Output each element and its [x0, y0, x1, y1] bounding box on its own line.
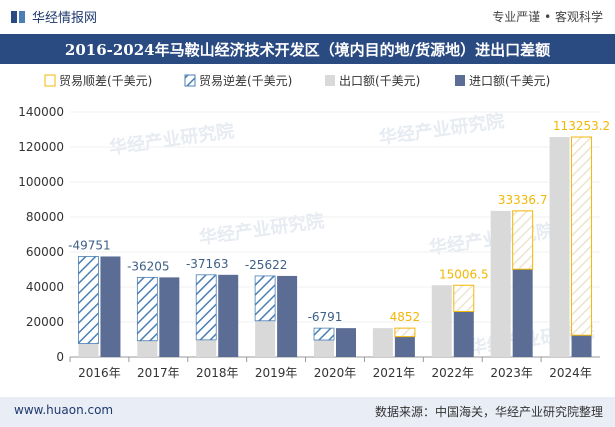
axes: 0 20000 40000 60000 80000 100000 120000 140000 2…	[18, 105, 600, 380]
export-bar	[255, 320, 276, 357]
x-tick-label: 2017年	[137, 366, 180, 380]
import-bar	[512, 269, 533, 357]
y-tick-label: 60000	[26, 245, 64, 259]
top-bar: 华经情报网 专业严谨 • 客观科学	[0, 0, 615, 34]
export-bar	[372, 328, 393, 357]
data-label: 15006.5	[439, 267, 489, 281]
deficit-bar	[195, 274, 217, 341]
import-bar	[218, 274, 239, 357]
legend-label: 出口额(千美元)	[339, 74, 420, 88]
x-tick-label: 2024年	[549, 366, 592, 380]
chart: 华经产业研究院华经产业研究院华经产业研究院华经产业研究院华经产业研究院 贸易顺差…	[18, 73, 610, 380]
y-tick-label: 80000	[26, 210, 64, 224]
data-label: -37163	[186, 257, 229, 271]
import-bar	[100, 256, 121, 357]
brand[interactable]: 华经情报网	[10, 7, 97, 26]
y-tick-label: 140000	[18, 105, 64, 119]
surplus-bar	[512, 210, 534, 270]
import-bar	[336, 328, 356, 357]
legend: 贸易顺差(千美元) 贸易逆差(千美元) 出口额(千美元) 进口额(千美元)	[44, 73, 550, 88]
footer: www.huaon.com 数据来源：中国海关，华经产业研究院整理	[0, 397, 615, 427]
data-label: -25622	[245, 258, 288, 272]
y-tick-label: 20000	[26, 315, 64, 329]
legend-swatch	[44, 74, 56, 87]
import-bar	[394, 336, 415, 357]
chart-title: 2016-2024年马鞍山经济技术开发区（境内目的地/货源地）进出口差额	[64, 41, 551, 59]
y-tick-label: 0	[56, 350, 64, 364]
deficit-bar	[78, 256, 99, 344]
data-label: 33336.7	[498, 193, 548, 207]
import-bar	[159, 277, 180, 357]
surplus-bar	[394, 327, 416, 338]
x-tick-label: 2022年	[432, 366, 475, 380]
data-label: 113253.2	[553, 119, 610, 133]
data-label: -36205	[127, 259, 170, 273]
brand-logo-icon	[11, 10, 25, 23]
watermark-text: 华经产业研究院	[378, 110, 506, 149]
x-tick-label: 2023年	[490, 366, 533, 380]
x-tick-label: 2020年	[314, 366, 357, 380]
tagline: 专业严谨 • 客观科学	[492, 10, 603, 24]
surplus-bar	[453, 284, 475, 313]
import-bar	[453, 311, 474, 357]
y-tick-label: 120000	[18, 140, 64, 154]
legend-swatch	[455, 75, 465, 86]
x-tick-label: 2018年	[196, 366, 239, 380]
data-label: -49751	[68, 238, 111, 252]
legend-label: 贸易顺差(千美元)	[59, 74, 152, 88]
title-bar: 2016-2024年马鞍山经济技术开发区（境内目的地/货源地）进出口差额	[0, 34, 615, 64]
export-bar	[314, 340, 334, 357]
watermark-text: 华经产业研究院	[108, 120, 236, 159]
export-bar	[549, 137, 570, 357]
export-bar	[78, 343, 99, 357]
legend-label: 进口额(千美元)	[469, 74, 550, 88]
data-label: -6791	[308, 310, 343, 324]
y-tick-label: 40000	[26, 280, 64, 294]
export-bar	[431, 285, 452, 357]
export-bar	[137, 340, 158, 357]
legend-swatch	[184, 74, 196, 87]
watermark-text: 华经产业研究院	[198, 210, 326, 249]
legend-swatch	[325, 75, 335, 86]
import-bar	[277, 275, 298, 357]
footer-source: 数据来源：中国海关，华经产业研究院整理	[374, 405, 603, 419]
deficit-bar	[313, 327, 335, 341]
export-bar	[196, 339, 217, 357]
import-bar	[571, 335, 592, 357]
export-bar	[490, 210, 511, 357]
footer-site[interactable]: www.huaon.com	[14, 403, 114, 417]
data-label: 4852	[390, 310, 421, 324]
deficit-bar	[254, 275, 276, 322]
data-labels: -49751 -36205 -37163 -25622 -6791 4852 15006.5…	[68, 119, 610, 324]
legend-label: 贸易逆差(千美元)	[199, 73, 292, 88]
x-tick-label: 2021年	[373, 366, 416, 380]
x-tick-label: 2019年	[255, 366, 298, 380]
surplus-bar	[571, 136, 593, 336]
y-tick-label: 100000	[18, 175, 64, 189]
deficit-bar	[136, 276, 158, 342]
brand-name: 华经情报网	[32, 11, 98, 26]
bars	[78, 136, 593, 357]
x-tick-label: 2016年	[78, 366, 121, 380]
